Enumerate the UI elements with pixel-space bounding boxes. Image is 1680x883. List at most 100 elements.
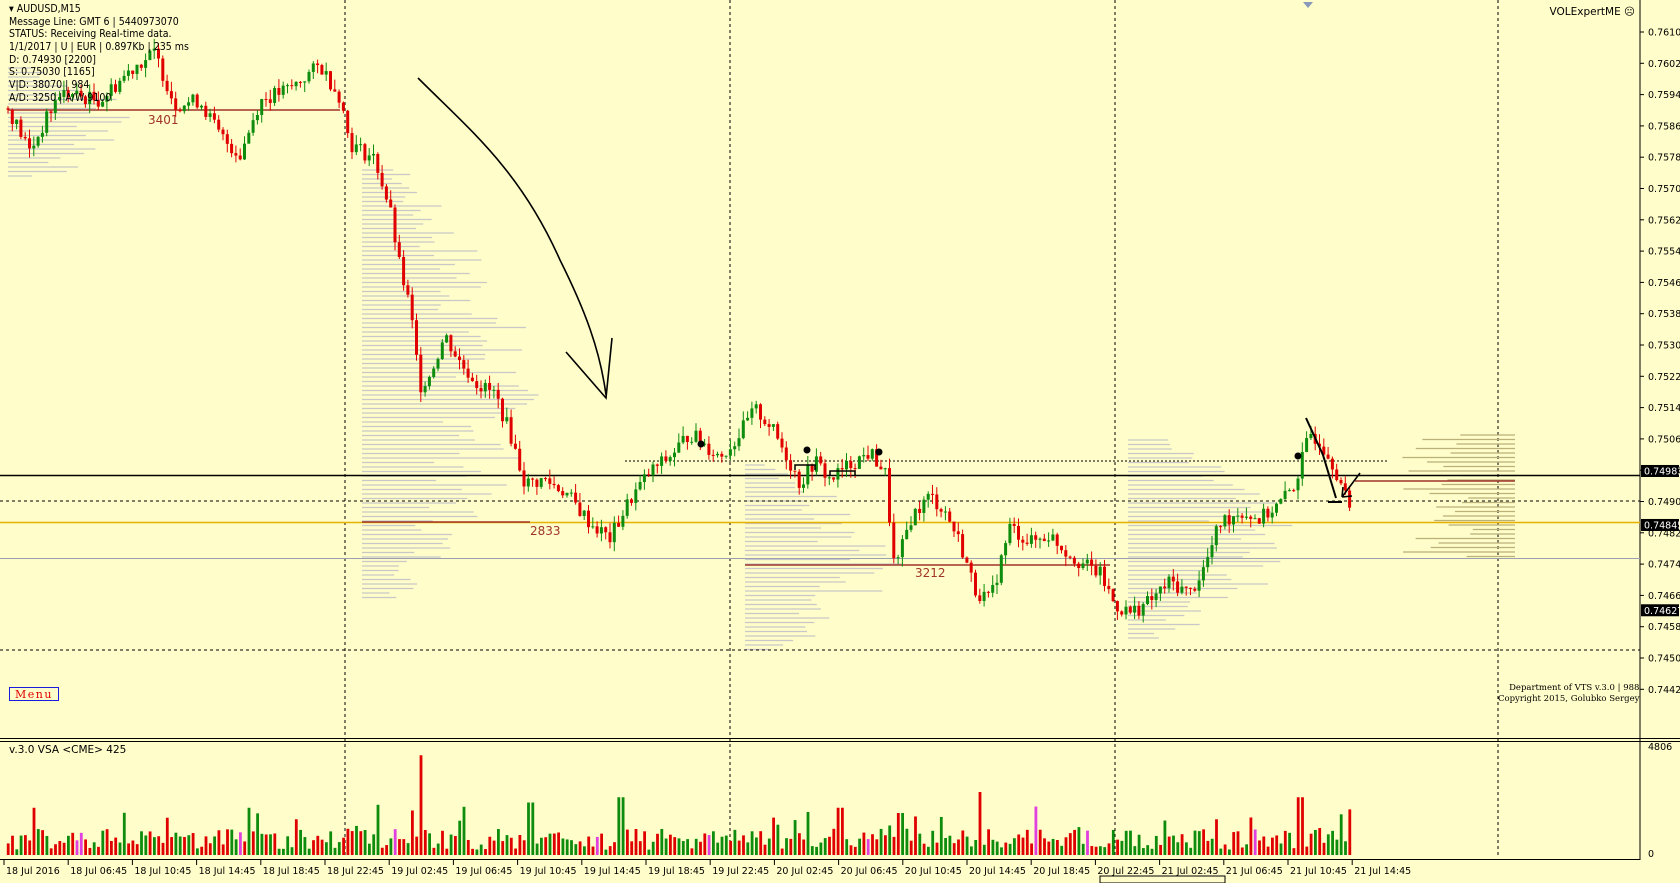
candle [1214,524,1218,552]
volume-bar [815,846,818,855]
candle-body [1266,508,1270,518]
volume-bar [428,833,431,855]
candle-body [402,257,406,286]
candle [711,449,715,462]
candle [1227,509,1231,533]
candle [1004,540,1008,564]
volume-bar [329,831,333,855]
candle [264,92,268,107]
candle-body [341,102,345,111]
swing-high-dot [875,448,883,456]
time-tick-label: 21 Jul 10:45 [1290,866,1347,877]
volume-bar [1064,837,1068,855]
candle-body [376,153,380,173]
candle [1146,591,1149,606]
candle-body [101,101,105,107]
volume-bar [316,835,320,855]
candle-body [664,456,668,461]
candle-body [363,144,367,161]
volume-bar [1271,837,1274,855]
candle-body [1068,556,1072,558]
volume-bar [436,843,440,855]
volume-bar [217,830,221,855]
volume-bar [1206,840,1210,855]
candle-body [255,114,259,121]
candle [587,504,590,534]
candle-body [832,477,836,480]
candle [66,86,70,103]
candle [1012,517,1016,534]
price-tick-label: 0.75865 [1648,121,1680,132]
volume-bar [1236,831,1240,855]
volume-bar [389,838,393,855]
candle-body [1077,563,1081,569]
volume-bar [346,828,350,855]
candle [746,411,750,421]
candle-body [737,438,741,447]
candle [225,129,229,153]
candle-body [264,99,268,101]
candle-body [243,143,246,160]
volume-bar [1163,820,1167,855]
candle [582,509,586,521]
candle [513,434,517,450]
candle [376,152,380,180]
volume-bar [712,831,715,855]
volume-bar [135,844,139,855]
candle [1090,551,1094,576]
candle [1201,559,1205,587]
candle [462,355,466,375]
candle-body [746,417,750,421]
volume-bar [970,846,973,855]
candle [488,375,492,399]
candle-body [814,456,818,472]
volume-bar [729,840,732,855]
volume-bar [1326,834,1330,855]
volume-bar [1288,832,1291,855]
candle [1107,578,1111,594]
volume-bar [522,840,526,855]
menu-button[interactable]: Menu [9,687,59,701]
candle-body [475,381,479,389]
candle [892,513,896,564]
candle [470,372,474,382]
volume-bar [600,833,603,855]
volume-bar [1318,828,1322,855]
volume-bar [957,839,960,855]
copyright-line-1: Department of VTS v.3.0 | 988 [1509,683,1640,693]
candle-body [1253,518,1257,520]
candle [1158,586,1162,602]
supply-line: S: 0.75030 [1165] [9,66,95,79]
volume-bar [497,829,500,855]
candle [1189,587,1192,596]
candle [393,204,397,251]
candle-body [556,485,560,492]
candle-body [298,81,302,83]
candle [286,83,289,94]
price-tick-label: 0.76105 [1648,28,1680,39]
candle [526,473,530,492]
candle [1348,487,1352,512]
candle-body [1060,545,1063,551]
candle-body [513,443,517,449]
volume-bar [1137,834,1141,855]
volume-bar [583,846,586,855]
volume-bar [213,836,216,855]
volume-bar [294,819,298,855]
volume-bar [273,833,277,855]
candle-body [1137,605,1141,616]
candle [1103,559,1106,592]
candle [733,441,737,457]
candle-body [135,64,139,74]
volume-bar [277,848,281,855]
volume-bar [1025,829,1029,855]
candle [849,456,853,478]
candle-body [754,404,758,409]
time-tick-label: 21 Jul 06:45 [1226,866,1283,877]
candle [1150,588,1154,610]
candle-body [909,525,913,530]
candle-body [677,442,681,453]
candle-body [316,63,320,66]
